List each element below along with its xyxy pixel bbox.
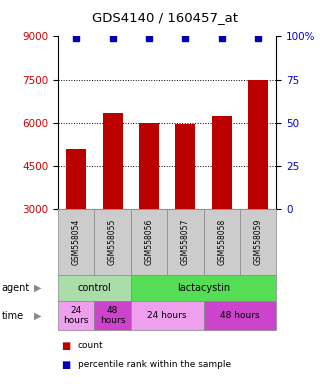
Text: agent: agent [2, 283, 30, 293]
Bar [212, 116, 232, 296]
Text: ▶: ▶ [34, 311, 42, 321]
Text: GSM558058: GSM558058 [217, 219, 226, 265]
Text: time: time [2, 311, 24, 321]
Text: control: control [77, 283, 111, 293]
Text: ■: ■ [61, 360, 71, 370]
Text: ■: ■ [61, 341, 71, 351]
Bar [139, 123, 159, 296]
Text: ▶: ▶ [34, 283, 42, 293]
Text: GSM558054: GSM558054 [71, 219, 81, 265]
Text: GSM558057: GSM558057 [181, 219, 190, 265]
Text: GDS4140 / 160457_at: GDS4140 / 160457_at [92, 11, 239, 24]
Text: GSM558056: GSM558056 [144, 219, 154, 265]
Bar [66, 149, 86, 296]
Bar [175, 124, 195, 296]
Text: GSM558055: GSM558055 [108, 219, 117, 265]
Text: 24 hours: 24 hours [147, 311, 187, 320]
Bar [103, 113, 122, 296]
Text: lactacystin: lactacystin [177, 283, 230, 293]
Text: 24
hours: 24 hours [64, 306, 89, 325]
Bar [248, 80, 268, 296]
Text: GSM558059: GSM558059 [254, 219, 263, 265]
Text: percentile rank within the sample: percentile rank within the sample [78, 360, 231, 369]
Text: count: count [78, 341, 103, 350]
Text: 48
hours: 48 hours [100, 306, 125, 325]
Text: 48 hours: 48 hours [220, 311, 260, 320]
